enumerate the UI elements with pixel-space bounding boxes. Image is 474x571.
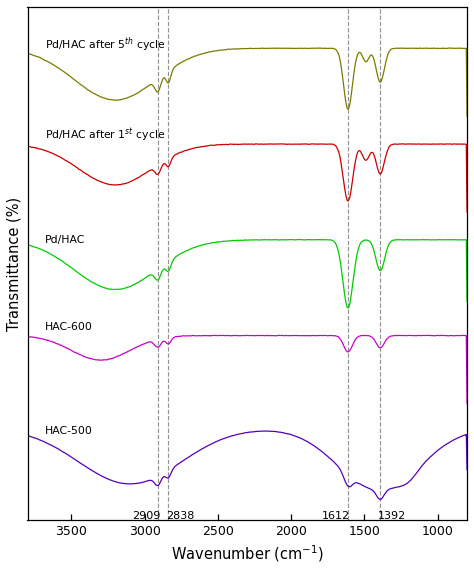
Text: 1612: 1612 [322,512,350,521]
Text: HAC-600: HAC-600 [45,323,93,332]
Text: HAC-500: HAC-500 [45,426,93,436]
Text: 2909: 2909 [132,512,160,521]
Text: Pd/HAC after 1$^{st}$ cycle: Pd/HAC after 1$^{st}$ cycle [45,126,165,143]
Y-axis label: Transmittance (%): Transmittance (%) [7,196,22,331]
Text: Pd/HAC: Pd/HAC [45,235,85,245]
Text: 2838: 2838 [166,512,195,521]
Text: Pd/HAC after 5$^{th}$ cycle: Pd/HAC after 5$^{th}$ cycle [45,35,166,54]
X-axis label: Wavenumber (cm$^{-1}$): Wavenumber (cm$^{-1}$) [171,544,324,564]
Text: 1392: 1392 [378,512,406,521]
